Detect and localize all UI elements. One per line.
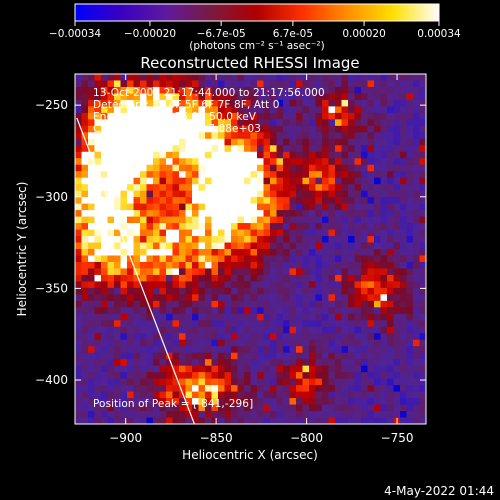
footer-date: 4-May-2022 01:44 [384,484,494,498]
annotation-time-range: 13-Oct-2004 21:17:44.000 to 21:17:56.000 [93,87,325,99]
annotation-total-counts: Clean Total counts: 7.08e+03 [93,123,261,135]
colorbar-units: (photons cm⁻² s⁻¹ asec⁻²) [189,40,324,52]
colorbar-tick-label: −6.7e-05 [197,28,246,40]
solar-limb-line [76,117,195,424]
y-axis-label: Heliocentric Y (arcsec) [15,182,29,317]
colorbar [74,3,440,22]
colorbar-tick-label: −0.00020 [124,28,176,40]
y-tick-label: −250 [35,98,68,112]
peak-position-label: Position of Peak = [-841,-296] [93,398,253,410]
y-tick-label: −300 [35,190,68,204]
chart-title: Reconstructed RHESSI Image [140,54,359,72]
x-tick-label: −800 [290,431,323,445]
heatmap-image [75,74,426,424]
x-tick-label: −850 [200,431,233,445]
colorbar-tick-label: 0.00020 [342,28,385,40]
x-tick-label: −750 [381,431,414,445]
x-axis-label: Heliocentric X (arcsec) [182,448,318,462]
x-tick-label: −900 [109,431,142,445]
y-tick-label: −400 [35,373,68,387]
y-tick-label: −350 [35,281,68,295]
colorbar-tick-label: −0.00034 [49,28,102,40]
colorbar-tick-label: 6.7e-05 [273,28,313,40]
axes: −900 −850 −800 −750 −400 −350 −300 −250 [35,74,426,445]
colorbar-ticks: −0.00034 −0.00020 −6.7e-05 6.7e-05 0.00020 0.… [49,21,461,40]
annotation-detectors: Detectors: 3F 4F 5F 6F 7F 8F, Att 0 [93,99,280,111]
annotation-energy-range: Energy Range: 25.0 - 50.0 keV [93,111,257,123]
plot-frame [74,73,427,425]
colorbar-tick-label: 0.00034 [417,28,461,40]
annotation-block: 13-Oct-2004 21:17:44.000 to 21:17:56.000… [93,87,325,135]
